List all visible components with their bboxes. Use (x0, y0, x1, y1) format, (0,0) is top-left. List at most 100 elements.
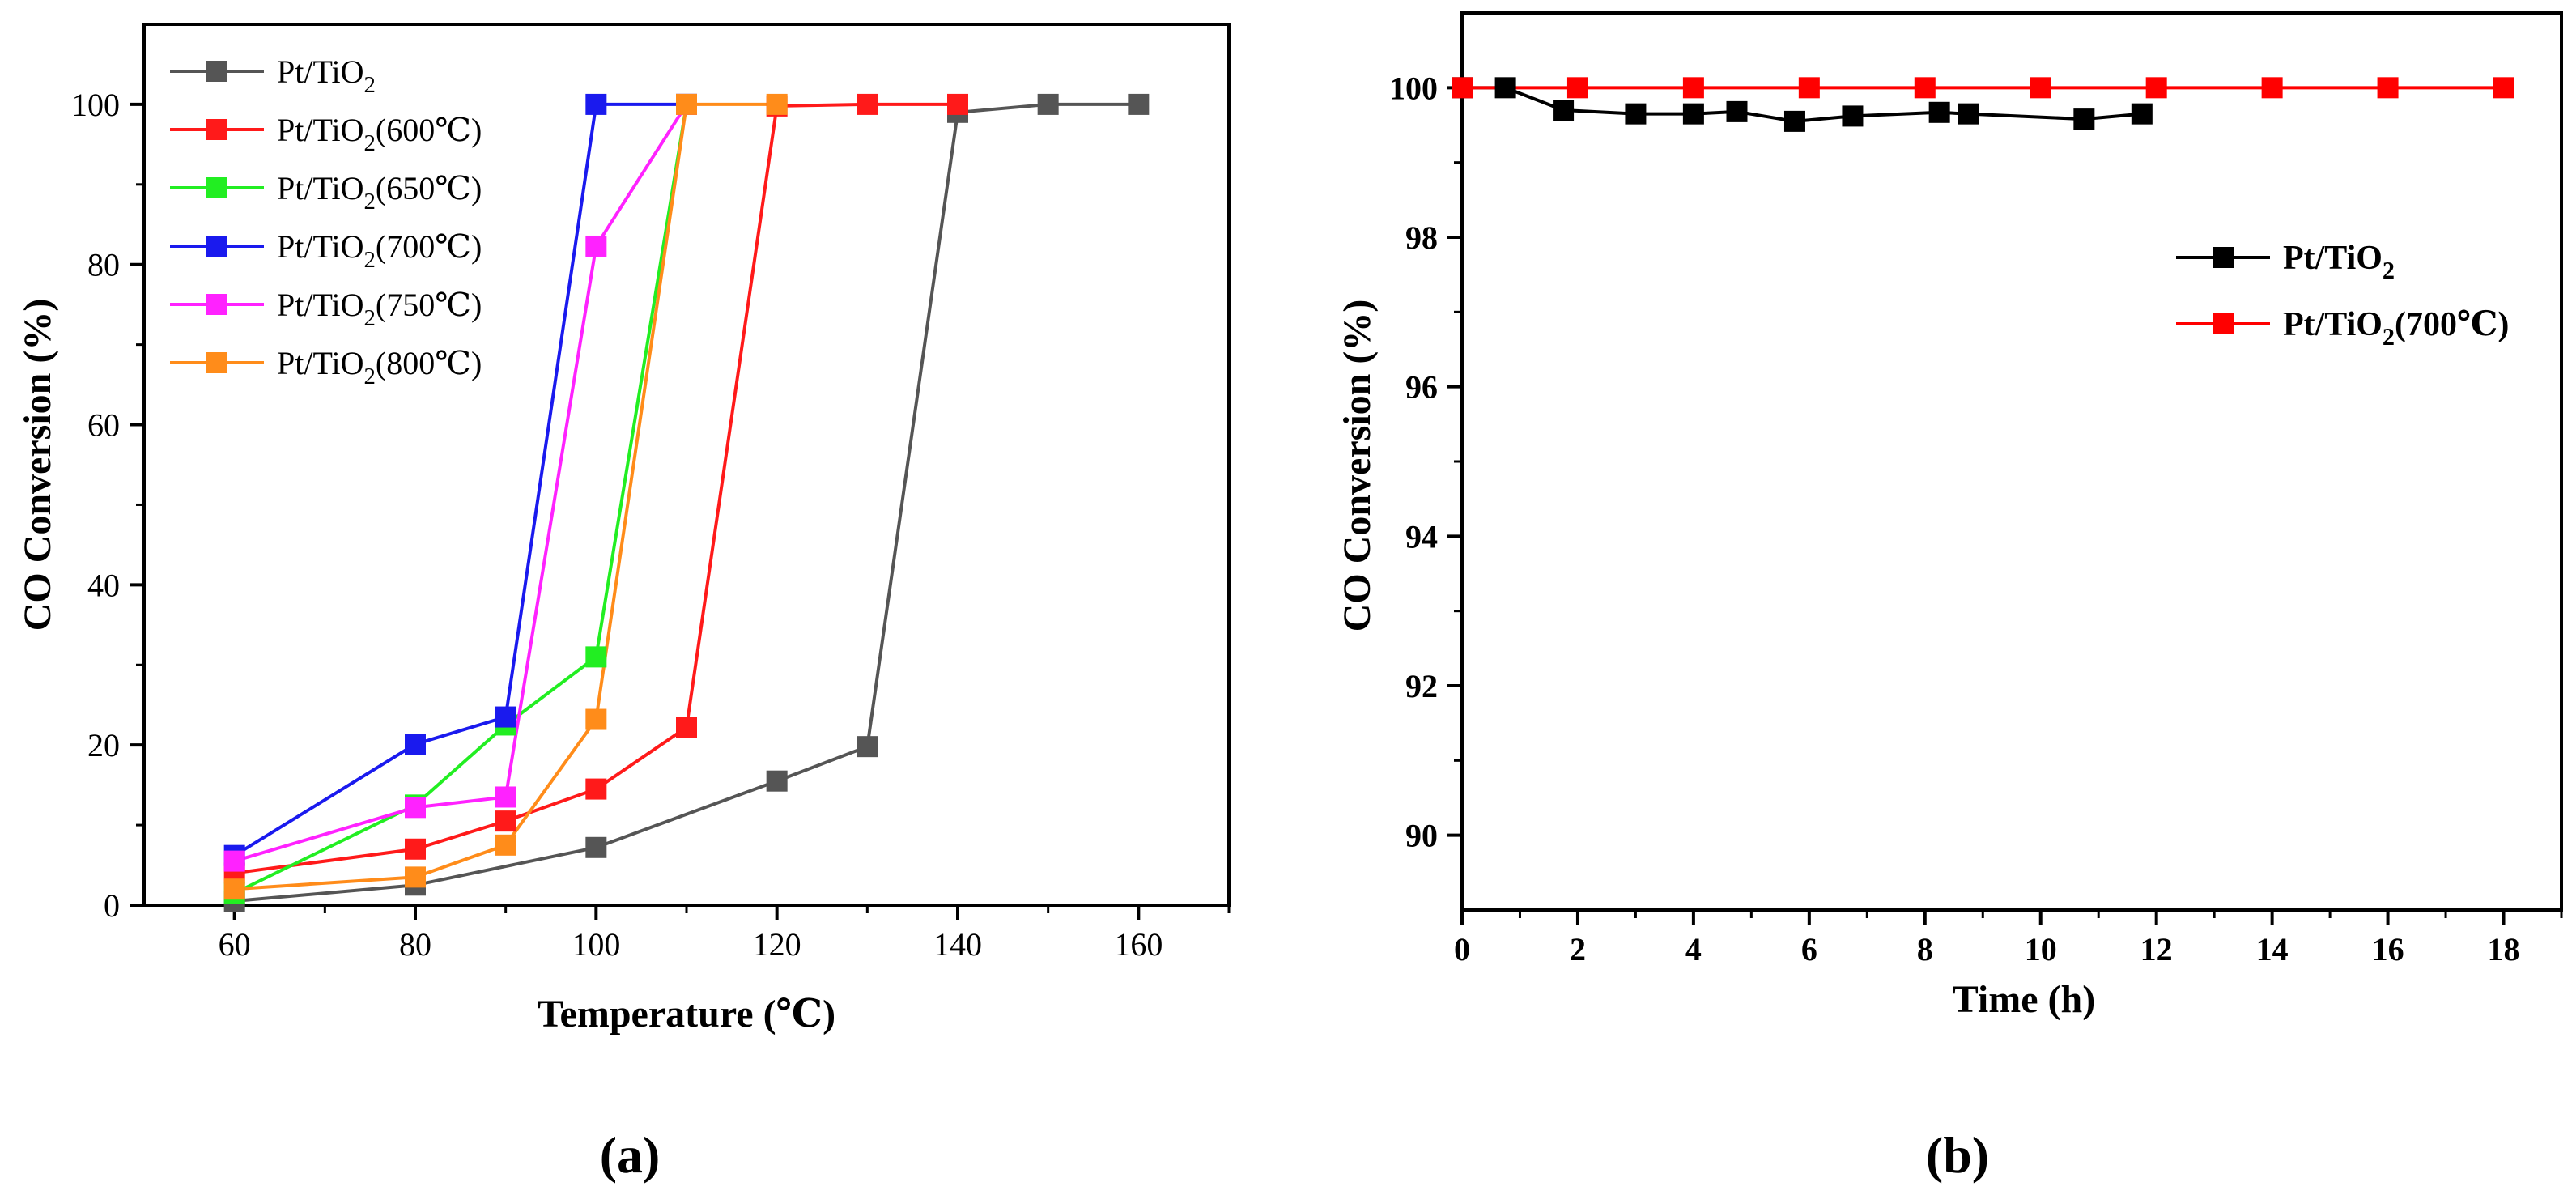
data-point (857, 93, 878, 115)
data-point (585, 778, 607, 800)
data-point (2030, 77, 2051, 99)
legend-label-subscript: 2 (364, 364, 376, 389)
legend-label-subscript: 2 (364, 189, 376, 215)
legend-label-subscript: 2 (364, 130, 376, 156)
panel-a-y-ticks: 0 20 40 60 80 100 (71, 87, 144, 924)
legend-label-suffix: (800℃) (376, 345, 482, 381)
y-tick-label: 98 (1405, 219, 1438, 256)
legend-label-subscript: 2 (364, 247, 376, 273)
legend-marker (2213, 247, 2234, 268)
legend-label-subscript: 2 (364, 305, 376, 331)
y-tick-label: 90 (1405, 818, 1438, 854)
legend-marker (2213, 313, 2234, 334)
data-point (1914, 77, 1936, 99)
series-line-0 (234, 102, 1139, 904)
legend-label-base: Pt/TiO (277, 228, 364, 265)
y-tick-label: 60 (87, 407, 120, 444)
y-tick-label: 92 (1405, 668, 1438, 704)
data-point (585, 646, 607, 668)
legend-marker (206, 352, 227, 373)
panel-a-panel-label: (a) (600, 1126, 661, 1184)
data-point (2131, 103, 2153, 125)
y-tick-label: 100 (71, 87, 120, 123)
series-line-1 (234, 102, 958, 875)
legend-label-base: Pt/TiO (2283, 240, 2383, 277)
data-point (2073, 108, 2095, 130)
series-line-4 (234, 103, 688, 863)
y-tick-label: 96 (1405, 369, 1438, 406)
data-point (405, 734, 426, 755)
data-point (1958, 103, 1979, 125)
legend-label: Pt/TiO2 (2283, 240, 2395, 284)
data-point (223, 850, 245, 872)
data-point (676, 717, 697, 738)
series-line-3 (233, 102, 687, 857)
data-point (405, 797, 426, 819)
legend-label: Pt/TiO2(700℃) (277, 228, 482, 273)
data-point (585, 708, 607, 730)
data-point (495, 834, 516, 856)
data-point (1842, 105, 1864, 127)
panel-a-frame (142, 23, 1231, 907)
data-point (1928, 101, 1950, 123)
data-point (766, 770, 788, 792)
data-point (585, 93, 607, 115)
panel-b-y-axis-label: CO Conversion (%) (1336, 300, 1379, 632)
y-tick-label: 0 (104, 887, 120, 924)
data-point (1566, 77, 1588, 99)
x-tick-label: 8 (1917, 931, 1933, 967)
panel-a-series-points (223, 93, 1150, 912)
legend-marker (206, 294, 227, 315)
y-tick-label: 40 (87, 567, 120, 603)
data-point (495, 810, 516, 832)
legend-label: Pt/TiO2(650℃) (277, 170, 482, 215)
x-tick-label: 14 (2256, 931, 2289, 967)
data-point (857, 736, 878, 758)
panel-b-y-ticks: 90 92 94 96 98 100 (1389, 70, 1462, 854)
legend-label-subscript: 2 (2383, 323, 2395, 351)
legend-marker (206, 236, 227, 257)
y-tick-label: 100 (1389, 70, 1438, 106)
x-tick-label: 18 (2488, 931, 2520, 967)
data-point (585, 235, 607, 257)
data-point (2493, 77, 2514, 99)
data-point (947, 93, 968, 115)
panel-b-x-ticks: 0 2 4 6 8 10 12 14 16 18 (1454, 910, 2563, 967)
legend-label-subscript: 2 (2383, 257, 2395, 284)
data-point (766, 93, 788, 115)
y-tick-label: 20 (87, 727, 120, 763)
data-point (1037, 93, 1059, 115)
x-tick-label: 2 (1570, 931, 1586, 967)
data-point (1726, 100, 1748, 122)
data-point (1783, 110, 1805, 132)
panel-b-panel-label: (b) (1926, 1126, 1989, 1184)
x-tick-label: 10 (2025, 931, 2057, 967)
x-tick-label: 160 (1114, 926, 1163, 963)
legend-label: Pt/TiO2 (277, 53, 376, 98)
data-point (1452, 77, 1473, 99)
panel-b-series-points (1452, 77, 2514, 132)
x-tick-label: 16 (2372, 931, 2404, 967)
legend-label-base: Pt/TiO (277, 53, 364, 90)
legend-label-subscript: 2 (364, 72, 376, 98)
legend-label-suffix: (700℃) (376, 228, 482, 265)
x-tick-label: 4 (1685, 931, 1702, 967)
data-point (2145, 77, 2167, 99)
data-point (495, 786, 516, 808)
data-point (585, 836, 607, 858)
panel-a-legend: Pt/TiO2Pt/TiO2(600℃)Pt/TiO2(650℃)Pt/TiO2… (170, 53, 482, 389)
legend-marker (206, 61, 227, 82)
x-tick-label: 60 (219, 926, 251, 963)
data-point (1682, 103, 1704, 125)
x-tick-label: 140 (933, 926, 982, 963)
x-tick-label: 120 (753, 926, 801, 963)
x-tick-label: 80 (399, 926, 431, 963)
panel-b-frame (1460, 11, 2563, 912)
data-point (1625, 103, 1647, 125)
legend-label-suffix: (700℃) (2395, 306, 2509, 343)
legend-label-base: Pt/TiO (277, 287, 364, 323)
series-line-5 (234, 102, 777, 891)
panel-a-series-lines (233, 102, 1139, 904)
